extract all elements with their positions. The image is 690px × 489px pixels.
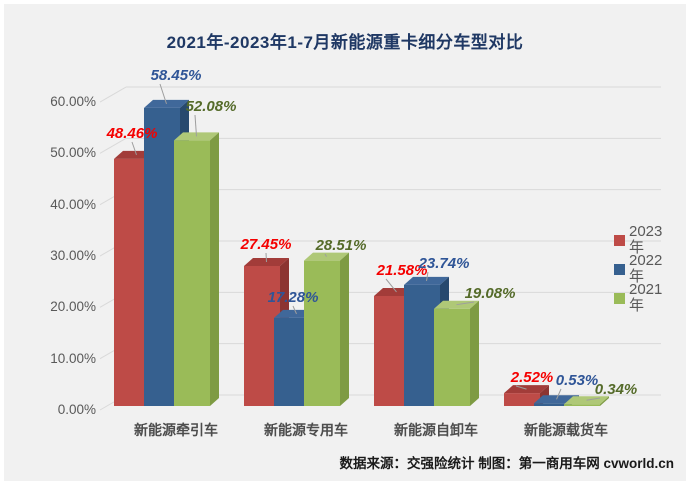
bar-value-label: 0.53% xyxy=(556,373,599,389)
bar-value-label: 17.28% xyxy=(268,290,319,306)
bar-series3-cat1-front xyxy=(174,140,210,406)
legend-item-2023: 2023年 xyxy=(614,232,662,248)
bar-series3-cat1-side xyxy=(210,132,219,406)
legend-swatch xyxy=(614,264,625,275)
x-category-label: 新能源专用车 xyxy=(236,420,376,440)
gridline-diagonal xyxy=(100,87,126,102)
y-tick-label: 40.00% xyxy=(12,197,96,213)
legend-swatch xyxy=(614,235,625,246)
bar-series3-cat3-side xyxy=(470,301,479,406)
x-category-label: 新能源载货车 xyxy=(496,420,636,440)
x-category-label: 新能源牵引车 xyxy=(106,420,246,440)
bar-value-label: 2.52% xyxy=(511,370,554,386)
y-tick-label: 50.00% xyxy=(12,145,96,161)
x-category-label: 新能源自卸车 xyxy=(366,420,506,440)
legend-item-2021: 2021年 xyxy=(614,290,662,306)
y-tick-label: 30.00% xyxy=(12,248,96,264)
bar-value-label: 27.45% xyxy=(241,237,292,253)
bar-series3-cat3-front xyxy=(434,309,470,406)
legend-label: 2021年 xyxy=(629,282,662,314)
source-note: 数据来源：交强险统计 制图：第一商用车网 cvworld.cn xyxy=(339,452,674,472)
chart-surface: 2021年-2023年1-7月新能源重卡细分车型对比 0.00%10.00%20… xyxy=(4,4,686,481)
label-leader-line xyxy=(266,253,267,262)
bar-value-label: 0.34% xyxy=(595,382,638,398)
bar-value-label: 19.08% xyxy=(465,286,516,302)
bar-series3-cat2-side xyxy=(340,253,349,406)
bar-value-label: 52.08% xyxy=(186,99,237,115)
y-tick-label: 20.00% xyxy=(12,299,96,315)
legend-swatch xyxy=(614,293,625,304)
y-tick-label: 10.00% xyxy=(12,351,96,367)
bar-series3-cat2-front xyxy=(304,261,340,406)
bar-value-label: 28.51% xyxy=(316,238,367,254)
y-tick-label: 60.00% xyxy=(12,94,96,110)
bar-series3-cat4-front xyxy=(564,404,600,406)
bar-value-label: 48.46% xyxy=(107,126,158,142)
bar-value-label: 23.74% xyxy=(419,256,470,272)
legend-item-2022: 2022年 xyxy=(614,261,662,277)
bar-value-label: 58.45% xyxy=(151,68,202,84)
y-tick-label: 0.00% xyxy=(12,402,96,418)
